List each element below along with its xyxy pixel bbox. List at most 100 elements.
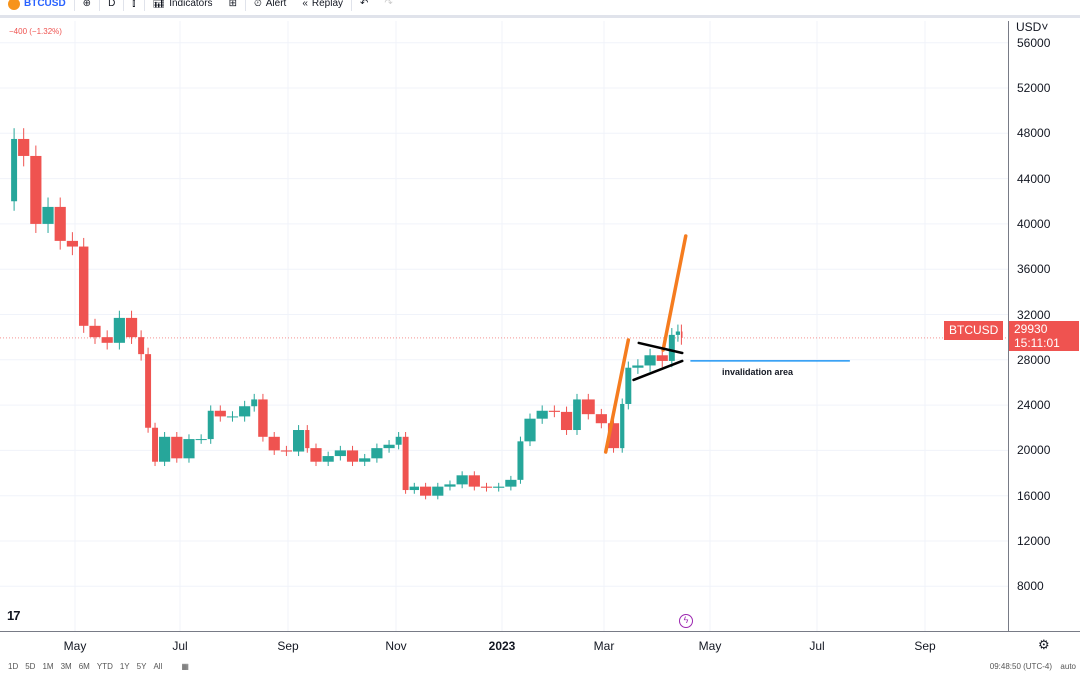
alert-button[interactable]: ⏰︎ Alert	[246, 0, 294, 13]
symbol-button[interactable]: BTCUSD	[0, 0, 74, 13]
candle-body	[395, 436, 402, 445]
divider	[99, 0, 101, 11]
candle-body	[359, 458, 371, 462]
bar-countdown: 15:11:01	[1014, 336, 1060, 350]
price-tick: 24000	[1017, 398, 1051, 413]
chevron-down-icon: ˅	[1041, 20, 1049, 34]
currency-selector[interactable]: USD˅	[1014, 20, 1051, 34]
candle-body	[305, 430, 310, 449]
divider	[123, 0, 125, 11]
price-chart[interactable]	[0, 21, 1008, 631]
price-tick: 28000	[1017, 352, 1051, 367]
candle-body	[268, 436, 280, 451]
candle-body	[548, 410, 560, 412]
alarm-icon: ⏰︎	[253, 0, 262, 9]
lightning-icon[interactable]: ϟ	[679, 614, 693, 628]
candle-body	[258, 399, 268, 437]
last-price-label: 29930 15:11:01	[1009, 321, 1079, 351]
candle-body	[560, 411, 573, 431]
range-3m[interactable]: 3M	[60, 662, 72, 671]
candle-body	[432, 486, 444, 496]
range-ytd[interactable]: YTD	[96, 662, 113, 671]
candle-body	[456, 475, 468, 485]
calendar-icon[interactable]: ▦	[181, 662, 189, 671]
candle-body	[420, 486, 432, 496]
price-tick: 12000	[1017, 534, 1051, 548]
range-bar: 1D 5D 1M 3M 6M YTD 1Y 5Y All ▦	[0, 662, 1080, 675]
range-1d[interactable]: 1D	[8, 662, 19, 671]
price-tick: 44000	[1017, 171, 1051, 186]
alert-label: Alert	[265, 0, 287, 9]
candle-body	[581, 399, 595, 415]
candle-body	[310, 448, 322, 462]
candle-body	[322, 456, 334, 462]
range-5d[interactable]: 5D	[25, 662, 36, 671]
time-tick: May	[698, 639, 722, 653]
time-axis[interactable]: May Jul Sep Nov 2023 Mar May Jul Sep	[0, 631, 1080, 659]
candle-body	[11, 138, 18, 202]
candle-body	[595, 414, 607, 424]
bitcoin-icon	[8, 0, 20, 10]
layouts-button[interactable]: ⊞	[221, 0, 245, 13]
candle-body	[159, 436, 171, 462]
candle-body	[207, 410, 214, 440]
indicators-button[interactable]: 📊︎ Indicators	[145, 0, 221, 13]
divider	[351, 0, 353, 11]
chart-type-button[interactable]: ⫾	[124, 0, 143, 13]
candle-body	[536, 410, 548, 419]
replay-label: Replay	[311, 0, 344, 9]
time-tick: Sep	[914, 639, 936, 653]
candle-body	[620, 403, 625, 449]
candle-body	[383, 444, 395, 449]
redo-button[interactable]: ↷	[376, 0, 400, 13]
auto-scale-button[interactable]: auto	[1060, 662, 1076, 671]
indicators-icon: 📊︎	[152, 0, 166, 9]
price-tick: 40000	[1017, 216, 1051, 231]
candle-body	[480, 486, 493, 488]
compare-button[interactable]: ⊕	[75, 0, 99, 13]
time-tick: Nov	[385, 639, 407, 653]
range-1m[interactable]: 1M	[42, 662, 54, 671]
candle-body	[625, 367, 632, 404]
candle-body	[280, 450, 292, 452]
time-tick: May	[63, 639, 87, 653]
price-axis[interactable]: 56000 52000 48000 44000 40000 36000 32000 28000…	[1008, 21, 1080, 631]
candle-body	[239, 406, 251, 417]
candle-body	[89, 325, 101, 338]
candle-body	[125, 317, 138, 338]
price-tick: 48000	[1017, 126, 1051, 141]
annotation-text[interactable]: invalidation area	[722, 367, 794, 377]
price-tick: 8000	[1017, 579, 1044, 594]
candle-body	[468, 475, 480, 487]
divider	[73, 0, 75, 11]
trendline-drawing	[632, 359, 684, 382]
range-1y[interactable]: 1Y	[119, 662, 130, 671]
range-all[interactable]: All	[153, 662, 163, 671]
tradingview-logo[interactable]: 17	[7, 608, 21, 623]
replay-button[interactable]: «Replay	[294, 0, 351, 13]
interval-button[interactable]: D	[100, 0, 123, 13]
candle-body	[18, 138, 30, 156]
settings-gear-icon[interactable]: ⚙	[1038, 637, 1050, 652]
candle-body	[632, 365, 644, 368]
candle-body	[371, 448, 383, 459]
candle-body	[145, 354, 152, 428]
time-tick: Jul	[172, 639, 188, 653]
candle-body	[101, 337, 113, 343]
trendline-drawing	[603, 338, 631, 454]
candle-body	[334, 450, 346, 457]
trendline-drawing	[661, 234, 688, 352]
candle-body	[42, 206, 54, 224]
undo-button[interactable]: ↶	[352, 0, 376, 13]
range-5y[interactable]: 5Y	[136, 662, 147, 671]
price-tick: 56000	[1017, 35, 1051, 50]
top-toolbar: BTCUSD ⊕ D ⫾ 📊︎ Indicators ⊞ ⏰︎ Alert «Rep…	[0, 0, 1080, 18]
price-tick: 32000	[1017, 307, 1051, 322]
candle-body	[668, 334, 675, 361]
candle-body	[517, 441, 524, 480]
candle-body	[78, 246, 89, 326]
candle-body	[573, 399, 581, 431]
candle-body	[113, 317, 125, 343]
interval-label: D	[108, 0, 116, 9]
range-6m[interactable]: 6M	[78, 662, 90, 671]
